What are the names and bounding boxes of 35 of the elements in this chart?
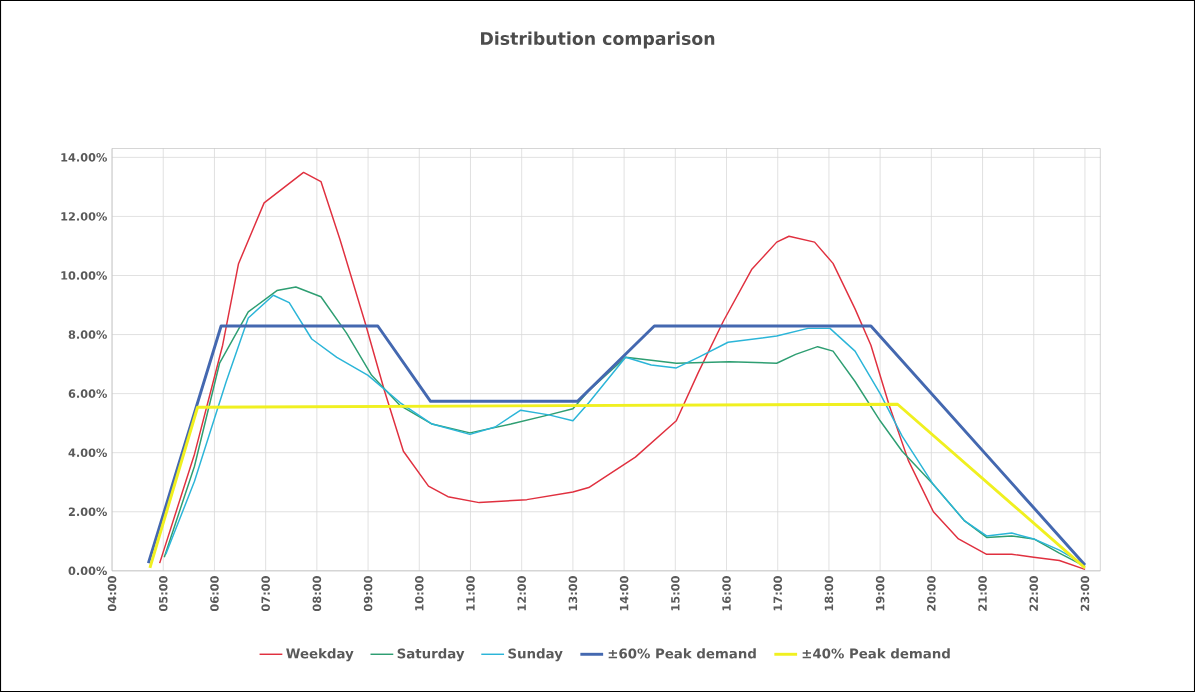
y-tick-label: 0.00% (68, 566, 107, 576)
x-tick-label: 16:00 (722, 575, 731, 611)
x-tick-label: 22:00 (1029, 575, 1039, 611)
x-tick-label: 10:00 (414, 575, 424, 611)
line-series (158, 171, 1086, 570)
x-tick-label: 15:00 (671, 575, 680, 611)
x-tick-label: 20:00 (927, 575, 936, 611)
chart-title: Distribution comparison (481, 31, 715, 49)
legend-label: ±60% Peak demand (608, 648, 756, 659)
legend-label: Sunday (508, 648, 563, 662)
x-tick-label: 09:00 (363, 575, 373, 611)
x-tick-label: 11:00 (466, 575, 475, 611)
y-tick-label: 6.00% (68, 389, 107, 398)
x-tick-label: 17:00 (773, 575, 783, 611)
y-tick-label: 12.00% (61, 212, 107, 221)
x-tick-label: 18:00 (824, 575, 834, 611)
legend-label: ±40% Peak demand (802, 648, 950, 659)
x-tick-label: 21:00 (978, 575, 987, 611)
y-tick-label: 2.00% (68, 507, 107, 516)
x-tick-label: 05:00 (158, 575, 168, 611)
x-tick-label: 04:00 (107, 575, 117, 611)
x-tick-label: 19:00 (875, 575, 885, 611)
x-tick-label: 06:00 (210, 575, 219, 611)
y-tick-label: 14.00% (61, 152, 107, 162)
x-tick-label: 14:00 (619, 575, 629, 611)
y-tick-label: 10.00% (61, 271, 107, 280)
x-tick-label: 07:00 (261, 575, 270, 611)
x-tick-label: 23:00 (1080, 575, 1090, 611)
y-tick-label: 8.00% (68, 330, 107, 339)
x-tick-label: 08:00 (312, 575, 322, 611)
x-tick-label: 13:00 (568, 575, 578, 611)
x-tick-label: 12:00 (517, 575, 526, 611)
y-tick-label: 4.00% (68, 448, 107, 457)
legend-label: Saturday (397, 648, 465, 662)
legend-label: Weekday (286, 648, 354, 662)
